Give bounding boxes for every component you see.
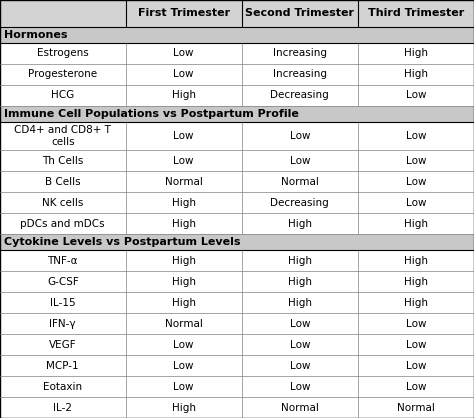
Text: Increasing: Increasing — [273, 69, 327, 79]
Text: First Trimester: First Trimester — [137, 8, 230, 18]
Text: Low: Low — [173, 361, 194, 371]
Text: Increasing: Increasing — [273, 48, 327, 59]
Text: Low: Low — [173, 339, 194, 349]
Text: Normal: Normal — [281, 403, 319, 413]
Bar — [0, 64, 474, 85]
Text: Low: Low — [406, 156, 426, 166]
Text: B Cells: B Cells — [45, 177, 81, 187]
Text: High: High — [172, 298, 196, 308]
Text: High: High — [404, 298, 428, 308]
Text: IL-2: IL-2 — [53, 403, 73, 413]
Text: Low: Low — [173, 156, 194, 166]
Text: High: High — [404, 48, 428, 59]
Text: IFN-γ: IFN-γ — [49, 319, 76, 329]
Bar — [0, 0, 474, 27]
Bar — [0, 192, 474, 213]
Text: High: High — [172, 256, 196, 266]
Text: Low: Low — [290, 319, 310, 329]
Text: Low: Low — [173, 382, 194, 392]
Text: Low: Low — [290, 156, 310, 166]
Text: Low: Low — [406, 131, 426, 141]
Bar — [0, 292, 474, 313]
Bar — [0, 376, 474, 397]
Text: Low: Low — [406, 319, 426, 329]
Text: pDCs and mDCs: pDCs and mDCs — [20, 219, 105, 229]
Text: Low: Low — [406, 90, 426, 100]
Text: CD4+ and CD8+ T
cells: CD4+ and CD8+ T cells — [14, 125, 111, 147]
Text: Progesterone: Progesterone — [28, 69, 97, 79]
Text: VEGF: VEGF — [49, 339, 77, 349]
Text: High: High — [288, 298, 312, 308]
Text: Third Trimester: Third Trimester — [368, 8, 464, 18]
Text: Low: Low — [406, 382, 426, 392]
Text: Decreasing: Decreasing — [271, 90, 329, 100]
Bar — [0, 250, 474, 271]
Text: Low: Low — [173, 131, 194, 141]
Text: Low: Low — [406, 361, 426, 371]
Text: High: High — [288, 256, 312, 266]
Text: Low: Low — [406, 339, 426, 349]
Text: Low: Low — [173, 69, 194, 79]
Text: High: High — [404, 69, 428, 79]
Bar — [0, 213, 474, 234]
Bar — [0, 150, 474, 171]
Text: High: High — [172, 277, 196, 287]
Text: NK cells: NK cells — [42, 198, 83, 208]
Text: TNF-α: TNF-α — [47, 256, 78, 266]
Text: Low: Low — [173, 48, 194, 59]
Text: Second Trimester: Second Trimester — [246, 8, 354, 18]
Bar — [0, 85, 474, 106]
Text: Normal: Normal — [397, 403, 435, 413]
Text: High: High — [404, 256, 428, 266]
Text: High: High — [172, 198, 196, 208]
Text: High: High — [404, 277, 428, 287]
Bar — [0, 355, 474, 376]
Bar — [0, 397, 474, 418]
Bar — [0, 271, 474, 292]
Text: HCG: HCG — [51, 90, 74, 100]
Text: Normal: Normal — [281, 177, 319, 187]
Text: Low: Low — [290, 339, 310, 349]
Text: Eotaxin: Eotaxin — [43, 382, 82, 392]
Text: Normal: Normal — [165, 177, 202, 187]
Text: G-CSF: G-CSF — [47, 277, 79, 287]
Bar — [0, 313, 474, 334]
Bar — [0, 171, 474, 192]
Text: Low: Low — [290, 361, 310, 371]
Text: High: High — [288, 277, 312, 287]
Bar — [0, 234, 474, 250]
Text: High: High — [172, 403, 196, 413]
Text: Low: Low — [290, 131, 310, 141]
Text: Normal: Normal — [165, 319, 202, 329]
Text: High: High — [288, 219, 312, 229]
Bar — [0, 106, 474, 122]
Text: IL-15: IL-15 — [50, 298, 76, 308]
Text: Th Cells: Th Cells — [42, 156, 83, 166]
Text: Decreasing: Decreasing — [271, 198, 329, 208]
Text: High: High — [172, 90, 196, 100]
Text: Cytokine Levels vs Postpartum Levels: Cytokine Levels vs Postpartum Levels — [4, 237, 240, 247]
Text: Low: Low — [290, 382, 310, 392]
Text: Estrogens: Estrogens — [37, 48, 89, 59]
Text: High: High — [172, 219, 196, 229]
Text: Immune Cell Populations vs Postpartum Profile: Immune Cell Populations vs Postpartum Pr… — [4, 109, 299, 119]
Text: MCP-1: MCP-1 — [46, 361, 79, 371]
Text: Low: Low — [406, 198, 426, 208]
Bar — [0, 334, 474, 355]
Bar — [0, 27, 474, 43]
Bar — [0, 43, 474, 64]
Text: Hormones: Hormones — [4, 30, 67, 40]
Bar — [0, 122, 474, 150]
Text: High: High — [404, 219, 428, 229]
Text: Low: Low — [406, 177, 426, 187]
